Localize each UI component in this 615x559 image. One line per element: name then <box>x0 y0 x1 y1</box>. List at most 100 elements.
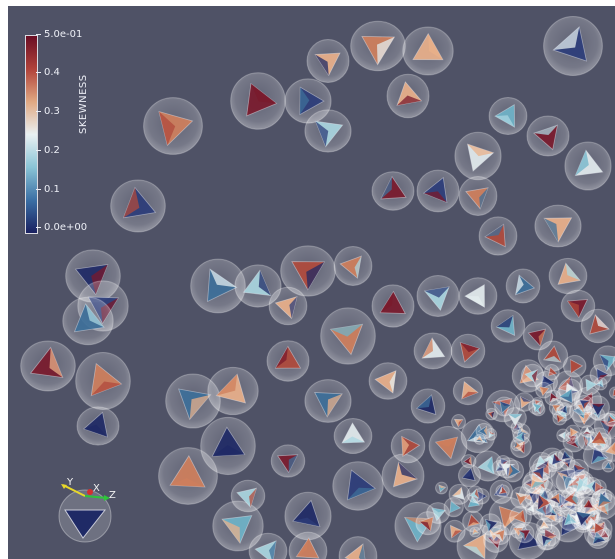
tetrahedron-face <box>590 403 606 417</box>
tetrahedron-face <box>573 464 586 470</box>
tetrahedron-face <box>611 442 615 453</box>
tetrahedron-face <box>582 426 592 435</box>
tetrahedron-face <box>212 445 245 457</box>
tetrahedron-face <box>565 263 581 281</box>
tetrahedron-face <box>515 275 524 295</box>
colorbar-tick-0-3: 0.3 <box>36 107 60 117</box>
tetrahedron-face <box>306 261 325 290</box>
tetrahedron-face <box>508 414 522 419</box>
tetrahedron-face <box>532 471 543 480</box>
tetrahedron-face <box>423 191 447 203</box>
tetrahedron-face <box>401 436 410 457</box>
tetrahedron-face <box>550 498 560 504</box>
colorbar-tick-0-2: 0.2 <box>36 146 60 156</box>
tetrahedron-face <box>544 218 559 242</box>
tetrahedron-face <box>465 296 485 308</box>
tetrahedron-face <box>567 301 579 318</box>
tetrahedron-face <box>327 393 343 417</box>
tetrahedron-face <box>483 426 487 436</box>
tetrahedron-face <box>521 432 525 442</box>
y-axis-label: Y <box>66 477 74 488</box>
tetrahedron-face <box>518 530 525 540</box>
tetrahedron-face <box>532 403 537 413</box>
tetrahedron-face <box>564 451 571 458</box>
tetrahedron-face <box>585 379 597 385</box>
tetrahedron-face <box>397 95 422 106</box>
tetrahedron-face <box>485 519 491 532</box>
tetrahedron-face <box>435 437 458 447</box>
tetrahedron-face <box>570 359 576 374</box>
tetrahedron-face <box>85 303 105 328</box>
tetrahedron-face <box>598 501 612 507</box>
tetrahedron-face <box>543 356 561 363</box>
tetrahedron-face <box>499 401 511 406</box>
tetrahedron-face <box>123 187 140 218</box>
tetrahedron-face <box>498 486 503 494</box>
tetrahedron-face <box>358 544 365 559</box>
tetrahedron-face <box>542 375 554 383</box>
tetrahedron-face <box>590 430 607 445</box>
render-viewport[interactable]: 5.0e-01 0.4 0.3 0.2 0.1 0.0e+00 SKEWNESS… <box>8 6 615 559</box>
tetrahedron-face <box>553 26 580 51</box>
tetrahedron-face <box>572 491 578 505</box>
tetrahedron-face <box>431 508 446 513</box>
tetrahedron-face <box>592 480 596 492</box>
tetrahedron-face <box>416 395 432 409</box>
tetrahedron-face <box>553 454 563 462</box>
tetrahedron-face <box>538 329 546 346</box>
tetrahedron-face <box>531 481 545 489</box>
tetrahedron-face <box>222 519 241 544</box>
tetrahedron-face <box>258 270 271 296</box>
colorbar-title: SKEWNESS <box>78 74 89 134</box>
tetrahedron-face <box>508 464 513 477</box>
tetrahedron-face <box>169 455 206 488</box>
tetrahedron-face <box>462 468 472 478</box>
tetrahedron-face <box>461 391 478 399</box>
tetrahedron-face <box>216 374 238 396</box>
tetrahedron-face <box>591 456 608 464</box>
tetrahedron-face <box>472 532 479 535</box>
tetrahedron-face <box>606 415 611 423</box>
tetrahedron-face <box>562 461 569 468</box>
tetrahedron-face <box>485 224 504 237</box>
tetrahedron-face <box>556 414 560 423</box>
tetrahedron-face <box>504 513 521 529</box>
tetrahedron-face <box>49 347 63 378</box>
tetrahedron-face <box>83 424 108 437</box>
tetrahedron-face <box>189 394 211 420</box>
tetrahedron-face <box>543 539 553 547</box>
tetrahedron-face <box>458 419 463 427</box>
orientation-axes-widget: Y X Z <box>58 477 116 543</box>
tetrahedron-face <box>449 506 461 513</box>
tetrahedron-face <box>495 115 515 128</box>
tetrahedron-face <box>493 533 503 542</box>
tetrahedron-face <box>209 269 237 288</box>
z-axis-label: Z <box>109 490 116 501</box>
tetrahedron-face <box>556 405 561 413</box>
tetrahedron-face <box>380 291 394 313</box>
tetrahedron-face <box>467 522 480 527</box>
tetrahedron-face <box>559 389 572 397</box>
tetrahedron-face <box>604 441 615 455</box>
tetrahedron-face <box>463 455 473 466</box>
colorbar-tick-0-4: 0.4 <box>36 68 60 78</box>
tetrahedron-face <box>583 499 589 508</box>
tetrahedron-face <box>533 125 558 136</box>
tetrahedron-face <box>468 456 472 466</box>
tetrahedron-face <box>451 530 462 538</box>
tetrahedron-face <box>563 431 566 440</box>
tetrahedron-face <box>515 492 529 498</box>
tetrahedron-face <box>468 502 480 507</box>
tetrahedron-face <box>342 436 365 443</box>
tetrahedron-face <box>289 296 298 319</box>
tetrahedron-face <box>288 454 298 473</box>
skewness-colorbar <box>25 35 38 234</box>
tetrahedron-face <box>346 469 376 501</box>
tetrahedron-face <box>564 405 568 414</box>
tetrahedron-face <box>583 400 590 410</box>
tetrahedron-face <box>479 187 489 209</box>
tetrahedron-face <box>476 439 483 442</box>
tetrahedron-face <box>91 381 122 396</box>
tetrahedron-face <box>424 286 450 298</box>
tetrahedron-face <box>419 521 431 532</box>
